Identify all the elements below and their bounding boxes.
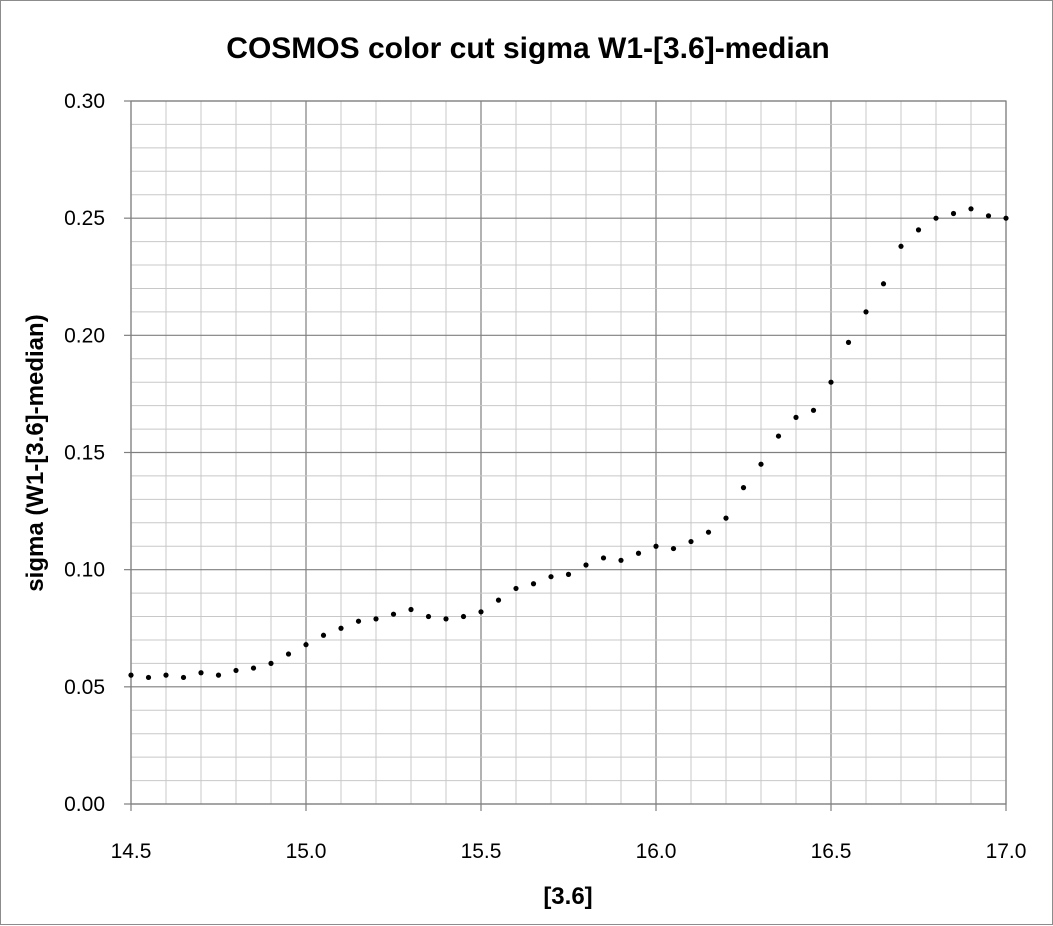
data-points (128, 206, 1009, 681)
x-tick-label: 15.0 (286, 840, 327, 863)
data-point (198, 670, 204, 676)
data-point (915, 227, 922, 233)
data-point (688, 538, 694, 545)
data-point (408, 606, 414, 613)
data-point (355, 618, 362, 624)
x-tick-label: 16.5 (811, 840, 852, 863)
data-point (548, 574, 554, 580)
data-point (898, 243, 904, 249)
tick-labels: 14.5 15.0 15.5 16.0 16.5 17.0 0.00 0.05 0.10 0.15… (64, 90, 1026, 863)
y-tick-label: 0.05 (64, 676, 105, 699)
x-axis-label: [3.6] (543, 883, 592, 910)
data-point (338, 625, 344, 631)
grid (130, 100, 1007, 805)
data-point (303, 642, 309, 648)
data-point (495, 597, 502, 603)
data-point (863, 309, 869, 315)
data-point (723, 515, 729, 521)
data-point (950, 210, 957, 217)
data-point (758, 461, 764, 467)
data-point (828, 379, 834, 385)
data-point (810, 407, 817, 413)
data-point (583, 562, 589, 568)
y-axis-label: sigma (W1-[3.6]-median) (22, 314, 49, 591)
y-tick-label: 0.15 (64, 442, 105, 465)
data-point (530, 581, 537, 587)
data-point (653, 543, 659, 549)
data-point (793, 414, 799, 420)
data-point (740, 485, 747, 491)
data-point (320, 632, 327, 638)
data-point (215, 672, 222, 678)
data-point (285, 651, 292, 657)
data-point (618, 557, 624, 563)
data-point (968, 206, 974, 212)
data-point (845, 339, 852, 345)
data-point (373, 616, 379, 622)
data-point (635, 550, 642, 556)
data-point (985, 213, 992, 219)
data-point (460, 613, 467, 620)
data-point (390, 611, 397, 617)
y-tick-label: 0.00 (64, 793, 105, 816)
data-point (163, 672, 169, 678)
x-tick-label: 14.5 (111, 840, 152, 863)
data-point (250, 665, 257, 671)
data-point (513, 585, 519, 592)
data-point (933, 215, 939, 221)
data-point (425, 613, 432, 620)
y-tick-label: 0.20 (64, 324, 105, 347)
data-point (670, 545, 677, 552)
data-point (233, 667, 239, 674)
data-point (565, 571, 572, 577)
y-tick-label: 0.30 (64, 90, 105, 113)
x-tick-label: 15.5 (461, 840, 502, 863)
data-point (145, 674, 152, 681)
y-tick-label: 0.25 (64, 207, 105, 230)
data-point (775, 433, 782, 439)
data-point (880, 281, 887, 287)
y-tick-label: 0.10 (64, 559, 105, 582)
x-tick-label: 17.0 (986, 840, 1027, 863)
data-point (443, 616, 449, 622)
data-point (600, 555, 607, 561)
x-tick-label: 16.0 (636, 840, 677, 863)
data-point (1003, 215, 1009, 221)
data-point (180, 674, 187, 681)
data-point (128, 672, 134, 678)
data-point (268, 660, 274, 667)
data-point (478, 609, 484, 615)
data-point (705, 529, 712, 535)
chart-title: COSMOS color cut sigma W1-[3.6]-median (226, 32, 829, 65)
